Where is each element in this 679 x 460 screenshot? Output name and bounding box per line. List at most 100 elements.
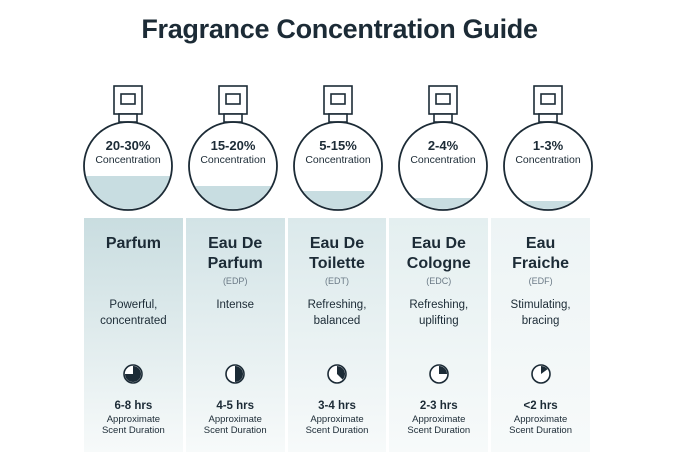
concentration-label: Concentration [200, 154, 266, 166]
description-line1: Stimulating, [510, 299, 571, 311]
description-line1: Refreshing, [307, 299, 367, 311]
fragrance-abbreviation: (EDC) [426, 276, 452, 286]
duration-hours: 2-3 hrs [419, 400, 458, 412]
fragrance-abbreviation: (EDP) [222, 276, 248, 286]
concentration-label: Concentration [305, 154, 371, 166]
fragrance-description: Stimulating, bracing [491, 297, 590, 329]
duration-label-line1: Approximate [208, 414, 262, 425]
description-line2: uplifting [418, 315, 459, 327]
bottle-row: 20-30% Concentration 15-20% Concentratio… [78, 84, 598, 216]
bottle-icon [503, 85, 593, 211]
description-line2: concentrated [100, 315, 167, 327]
concentration-label: Concentration [95, 154, 161, 166]
timer-wedge [235, 366, 244, 382]
fragrance-name-line2: Parfum [207, 255, 263, 272]
bottle-body [188, 121, 278, 211]
timer-wedge [125, 366, 142, 382]
timer-icon [327, 364, 347, 384]
bottle-body [83, 121, 173, 211]
bottle-eau-fraiche: 1-3% Concentration [498, 84, 598, 216]
column-eau-de-parfum: Eau De Parfum (EDP) Intense 4-5 hrs Appr… [185, 218, 285, 452]
duration-label-line2: Scent Duration [203, 425, 267, 436]
duration-label-line1: Approximate [412, 414, 466, 425]
timer-icon [225, 364, 245, 384]
bottle-eau-de-cologne: 2-4% Concentration [393, 84, 493, 216]
timer-icon [123, 364, 144, 384]
column-eau-de-toilette: Eau De Toilette (EDT) Refreshing, balanc… [287, 218, 387, 452]
concentration-percent: 1-3% [532, 138, 564, 153]
fragrance-name-line1: Eau [525, 235, 556, 252]
description-line1: Refreshing, [409, 299, 469, 311]
duration-label-line2: Scent Duration [305, 425, 369, 436]
duration-label-line1: Approximate [106, 414, 161, 425]
bottle-cap-inner [540, 93, 556, 105]
duration-label: Approximate Scent Duration [389, 414, 488, 436]
bottle-eau-de-parfum: 15-20% Concentration [183, 84, 283, 216]
duration-label-line1: Approximate [513, 414, 568, 425]
bottle-body [398, 121, 488, 211]
bottle-icon [398, 85, 488, 211]
bottle-icon [83, 85, 173, 211]
fragrance-name: Eau Fraiche [491, 234, 590, 274]
bottle-neck [223, 113, 243, 123]
bottle-cap-inner [330, 93, 346, 105]
fragrance-name: Eau De Parfum [186, 234, 285, 274]
bottle-neck [538, 113, 558, 123]
page-title: Fragrance Concentration Guide [141, 14, 538, 44]
bottle-neck [433, 113, 453, 123]
duration-hours: 3-4 hrs [318, 400, 356, 412]
concentration-percent: 2-4% [427, 138, 459, 153]
duration-hours: 6-8 hrs [114, 400, 153, 412]
duration-label-line2: Scent Duration [407, 425, 471, 436]
bottle-neck [118, 113, 138, 123]
fragrance-name-line2: Toilette [309, 255, 365, 272]
bottle-icon [293, 85, 383, 211]
fragrance-name-line1: Eau De [309, 235, 365, 252]
fragrance-name-line2: Fraiche [512, 255, 570, 272]
fragrance-columns: Parfum Powerful, concentrated 6-8 hrs Ap… [84, 218, 590, 452]
fragrance-description: Refreshing, balanced [288, 297, 387, 329]
fragrance-name-line2: Cologne [406, 255, 471, 272]
bottle-liquid [400, 198, 486, 209]
bottle-parfum: 20-30% Concentration [78, 84, 178, 216]
duration-label: Approximate Scent Duration [491, 414, 590, 436]
bottle-cap-inner [225, 93, 241, 105]
concentration-label: Concentration [515, 154, 581, 166]
bottle-body [293, 121, 383, 211]
timer-wedge [438, 366, 447, 374]
bottle-cap-inner [435, 93, 451, 105]
concentration-percent: 15-20% [210, 138, 256, 153]
timer-wedge [540, 366, 548, 374]
column-parfum: Parfum Powerful, concentrated 6-8 hrs Ap… [84, 218, 183, 452]
bottle-icon [188, 85, 278, 211]
description-line1: Powerful, [109, 299, 158, 311]
fragrance-name: Parfum [84, 234, 183, 254]
duration-hours: 4-5 hrs [216, 400, 255, 412]
fragrance-name-line1: Eau De [208, 235, 263, 252]
fragrance-name-line1: Parfum [105, 235, 161, 252]
bottle-eau-de-toilette: 5-15% Concentration [288, 84, 388, 216]
duration-label: Approximate Scent Duration [84, 414, 183, 436]
duration-label-line1: Approximate [310, 414, 364, 425]
column-eau-fraiche: Eau Fraiche (EDF) Stimulating, bracing <… [491, 218, 590, 452]
duration-label-line2: Scent Duration [101, 425, 165, 436]
duration-label-line2: Scent Duration [509, 425, 572, 436]
bottle-body [503, 121, 593, 211]
timer-icon [428, 364, 449, 384]
concentration-percent: 5-15% [319, 138, 357, 153]
fragrance-abbreviation: (EDF) [528, 276, 553, 286]
duration-hours: <2 hrs [523, 400, 558, 412]
duration-label: Approximate Scent Duration [186, 414, 285, 436]
timer-wedge [336, 366, 345, 380]
fragrance-description: Intense [186, 297, 285, 313]
fragrance-name: Eau De Toilette [288, 234, 387, 274]
fragrance-name: Eau De Cologne [389, 234, 488, 274]
bottle-liquid [505, 201, 591, 209]
bottle-neck [328, 113, 348, 123]
bottle-cap-inner [120, 93, 136, 105]
timer-icon [530, 364, 551, 384]
description-line1: Intense [216, 299, 255, 311]
concentration-label: Concentration [410, 154, 476, 166]
fragrance-description: Refreshing, uplifting [389, 297, 488, 329]
fragrance-description: Powerful, concentrated [84, 297, 183, 329]
